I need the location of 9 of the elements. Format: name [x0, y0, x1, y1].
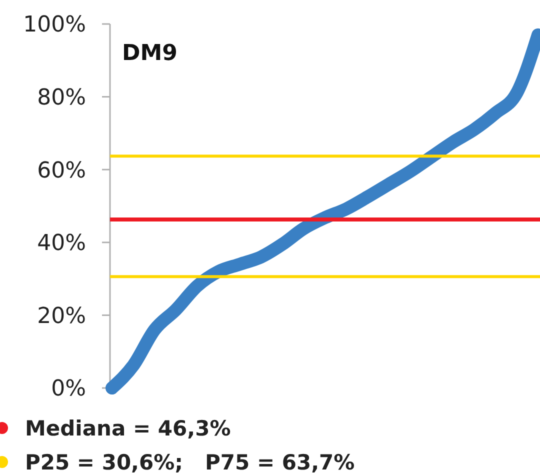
- y-tick-label: 100%: [23, 12, 86, 38]
- y-tick-label: 0%: [51, 376, 86, 402]
- legend-label: P25 = 30,6%; P75 = 63,7%: [25, 450, 355, 474]
- legend-label: Mediana = 46,3%: [25, 416, 231, 440]
- y-tick-label: 60%: [37, 158, 86, 184]
- y-tick-label: 20%: [37, 304, 86, 329]
- text: DM9: [122, 41, 178, 66]
- y-tick-label: 80%: [37, 86, 86, 110]
- y-tick-label: 40%: [37, 231, 86, 256]
